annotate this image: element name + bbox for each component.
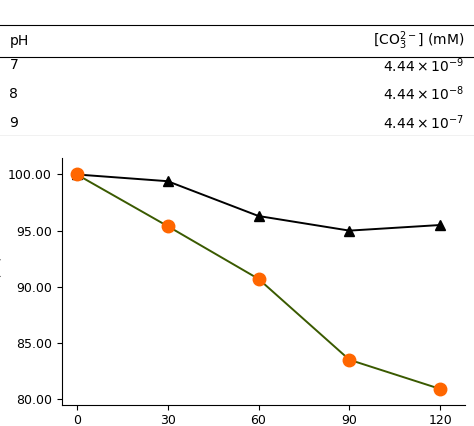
Text: $4.44\times10^{-8}$: $4.44\times10^{-8}$ [383, 85, 465, 104]
Text: $[\mathrm{CO_3^{2-}}]$ (mM): $[\mathrm{CO_3^{2-}}]$ (mM) [373, 29, 465, 52]
Y-axis label: CCI (%): CCI (%) [0, 255, 2, 307]
Text: pH: pH [9, 34, 29, 48]
Text: 7: 7 [9, 58, 18, 72]
Text: $4.44\times10^{-7}$: $4.44\times10^{-7}$ [383, 113, 465, 132]
Text: 8: 8 [9, 87, 18, 101]
Text: $4.44\times10^{-9}$: $4.44\times10^{-9}$ [383, 56, 465, 75]
Text: 9: 9 [9, 116, 18, 130]
